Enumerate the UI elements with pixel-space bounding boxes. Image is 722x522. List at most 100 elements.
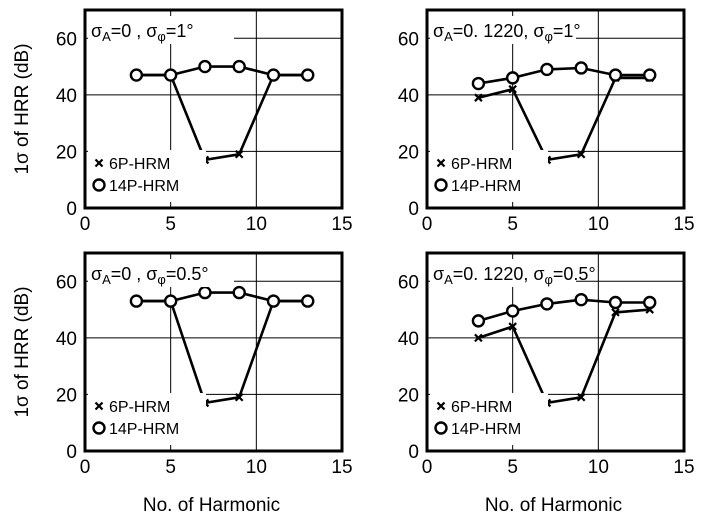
y-tick-label: 0	[408, 199, 419, 220]
marker-circle-point	[301, 294, 315, 308]
legend-label: 6P-HRM	[451, 156, 512, 173]
chart-panel-1: 0 5 10 15 0 20 40 60 σA=0 , σφ=1° 6P-HRM 14P-HRM 1σ…	[12, 8, 353, 235]
title-background	[88, 16, 234, 44]
x-tick-label: 5	[507, 457, 518, 478]
plot-frame	[425, 251, 686, 453]
title-part: σ	[91, 21, 102, 41]
marker-circle-point	[471, 76, 486, 91]
legend-marker-circle	[434, 421, 448, 435]
panel-title: σA=0 , σφ=0.5°	[91, 264, 209, 287]
legend-background	[88, 150, 206, 202]
legend-background	[430, 150, 548, 202]
panel-title: σA=0 , σφ=1°	[91, 21, 194, 44]
marker-circle-point	[198, 285, 212, 300]
title-part: =0.5°	[553, 264, 596, 284]
legend-marker-x	[436, 401, 446, 411]
marker-x-point	[508, 322, 517, 331]
y-axis-label: 1σ of HRR (dB)	[12, 286, 33, 417]
title-part: φ	[157, 29, 165, 44]
y-axis-label: 1σ of HRR (dB)	[12, 43, 33, 174]
marker-circle-point	[163, 294, 178, 308]
x-tick-label: 0	[80, 214, 91, 235]
marker-circle-point	[163, 68, 178, 82]
x-tick-label: 15	[673, 214, 694, 235]
y-tick-label: 0	[66, 199, 77, 220]
marker-circle-point	[301, 68, 315, 82]
series-line-6P-HRM	[136, 73, 308, 162]
x-tick-label: 10	[588, 457, 609, 478]
title-background	[430, 16, 576, 44]
series-line-6P-HRM	[477, 308, 650, 405]
title-part: =0 , σ	[111, 21, 158, 41]
marker-circle-point	[471, 314, 486, 328]
marker-x-point	[576, 392, 586, 402]
legend-background	[88, 393, 206, 445]
title-part: σ	[433, 264, 444, 284]
title-part: A	[102, 29, 111, 44]
x-tick-label: 5	[165, 457, 176, 478]
marker-circle-point	[129, 68, 144, 82]
title-part: φ	[157, 272, 165, 287]
marker-circle-point	[129, 294, 144, 308]
plot-frame	[425, 8, 686, 210]
legend-marker-x	[436, 158, 446, 168]
marker-circle-point	[608, 68, 623, 82]
chart-panel-2: 0 5 10 15 0 20 40 60 σA=0. 1220, σφ=1° 6P-HRM 14P-…	[398, 8, 695, 235]
marker-circle-point	[505, 71, 520, 85]
title-part: =0. 1220, σ	[453, 21, 545, 41]
y-tick-label: 40	[56, 86, 77, 107]
chart-panel-3: 0 5 10 15 0 20 40 60 σA=0 , σφ=0.5° 6P-HRM 14P-HRM…	[12, 251, 353, 516]
title-part: φ	[544, 29, 552, 44]
y-tick-label: 20	[56, 142, 77, 163]
y-tick-label: 20	[398, 385, 419, 406]
panel-title: σA=0. 1220, σφ=1°	[433, 21, 581, 44]
x-tick-label: 15	[673, 457, 694, 478]
marker-circle-point	[643, 295, 657, 310]
marker-circle-point	[608, 295, 623, 310]
marker-x-point	[474, 93, 483, 102]
series-line-14P-HRM	[478, 66, 650, 85]
series-line-14P-HRM	[478, 298, 650, 323]
legend-background	[430, 393, 548, 445]
marker-circle-point	[643, 68, 657, 82]
marker-x-point	[576, 149, 586, 159]
x-tick-label: 10	[588, 214, 609, 235]
series-line-14P-HRM	[136, 65, 308, 77]
legend-label: 14P-HRM	[109, 178, 179, 195]
marker-x-point	[508, 84, 517, 94]
title-part: A	[444, 272, 453, 287]
legend-marker-x	[94, 158, 104, 168]
x-axis-label: No. of Harmonic	[143, 495, 280, 516]
series-line-6P-HRM	[478, 76, 650, 162]
marker-x-point	[234, 392, 244, 402]
marker-circle-point	[266, 294, 281, 308]
plot-frame	[83, 8, 344, 210]
y-tick-label: 60	[398, 29, 419, 50]
legend-marker-circle	[434, 178, 448, 192]
title-background	[430, 259, 576, 287]
marker-circle-point	[540, 62, 554, 77]
title-part: =1°	[553, 21, 581, 41]
y-tick-label: 20	[398, 142, 419, 163]
x-tick-label: 0	[422, 214, 433, 235]
legend-marker-x	[94, 401, 104, 411]
marker-circle-point	[505, 304, 520, 318]
legend-label: 6P-HRM	[109, 156, 170, 173]
legend-marker-circle	[92, 178, 106, 192]
y-tick-label: 40	[398, 329, 419, 350]
x-tick-label: 5	[165, 214, 176, 235]
marker-x-point	[611, 308, 620, 317]
series-line-14P-HRM	[136, 291, 308, 303]
x-tick-label: 15	[331, 457, 352, 478]
legend-label: 6P-HRM	[451, 399, 512, 416]
marker-circle-point	[232, 285, 246, 300]
chart-panel-4: 0 5 10 15 0 20 40 60 σA=0. 1220, σφ=0.5° 6P-HRM 14…	[398, 251, 695, 516]
marker-circle-point	[232, 59, 246, 74]
marker-x-point	[474, 333, 483, 343]
x-axis-label: No. of Harmonic	[485, 495, 622, 516]
legend-label: 14P-HRM	[109, 421, 179, 438]
title-background	[88, 259, 234, 287]
y-tick-label: 40	[56, 329, 77, 350]
